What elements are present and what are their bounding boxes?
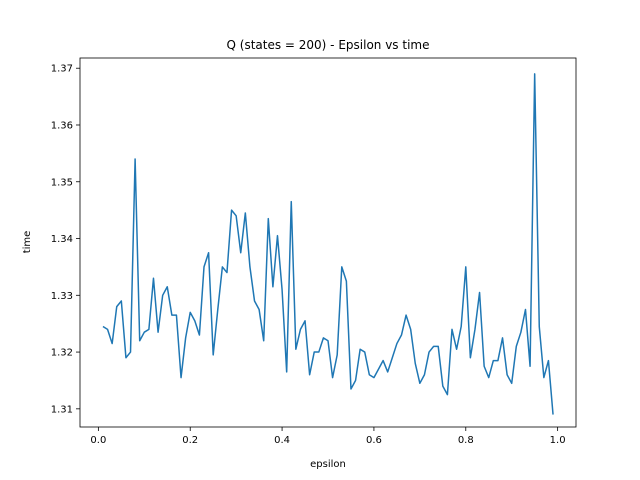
x-tick-label: 0.6: [366, 435, 382, 446]
series-line: [102, 73, 554, 415]
x-axis-label: epsilon: [310, 459, 346, 470]
x-tick-label: 1.0: [550, 435, 566, 446]
y-tick-label: 1.32: [51, 348, 73, 359]
x-tick-label: 0.0: [90, 435, 106, 446]
y-tick-label: 1.37: [51, 64, 73, 75]
plot-background: [80, 58, 576, 427]
plot-frame: [79, 57, 577, 428]
plot-area: [79, 57, 577, 428]
y-axis-label: time: [22, 231, 33, 254]
x-tick-label: 0.4: [274, 435, 290, 446]
y-tick-label: 1.34: [51, 234, 73, 245]
x-tick-label: 0.8: [458, 435, 474, 446]
x-axis: 0.0 0.2 0.4 0.6 0.8 1.0: [90, 427, 566, 446]
y-tick-label: 1.36: [51, 120, 73, 131]
y-axis: 1.31 1.32 1.33 1.34 1.35 1.36 1.37: [51, 64, 80, 415]
y-tick-label: 1.35: [51, 177, 73, 188]
y-tick-label: 1.33: [51, 291, 73, 302]
x-tick-label: 0.2: [182, 435, 198, 446]
chart-title: Q (states = 200) - Epsilon vs time: [227, 38, 430, 52]
y-tick-label: 1.31: [51, 404, 73, 415]
